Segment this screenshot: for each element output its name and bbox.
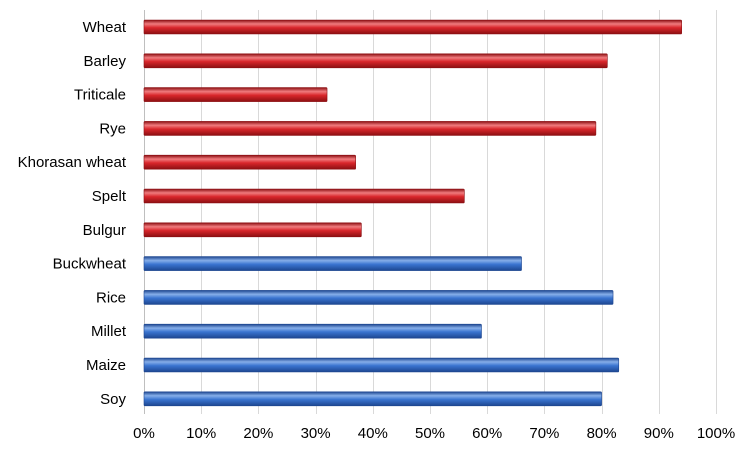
x-axis-tick-labels: 0% 10% 20% 30% 40% 50% 60% 70% 80% 90% 100%	[133, 425, 735, 442]
category-label: Millet	[91, 323, 127, 340]
category-label: Triticale	[74, 87, 126, 104]
x-tick-label: 80%	[587, 425, 617, 442]
x-tick-label: 0%	[133, 425, 155, 442]
x-tick-label: 50%	[415, 425, 445, 442]
category-label: Wheat	[83, 19, 127, 36]
x-tick-label: 90%	[644, 425, 674, 442]
category-label: Spelt	[92, 188, 127, 205]
x-tick-label: 20%	[243, 425, 273, 442]
bar-bulgur	[143, 222, 362, 238]
bar-triticale	[143, 87, 328, 102]
x-tick-label: 30%	[301, 425, 331, 442]
category-label: Khorasan wheat	[18, 154, 127, 171]
grid-lines	[144, 10, 717, 414]
bar-spelt	[143, 188, 465, 204]
bar-wheat	[143, 19, 682, 35]
x-tick-label: 100%	[697, 425, 735, 442]
bar-maize	[143, 357, 620, 373]
category-label: Bulgur	[83, 222, 126, 239]
x-tick-label: 70%	[529, 425, 559, 442]
x-tick-label: 60%	[472, 425, 502, 442]
category-label: Rye	[99, 120, 126, 137]
x-tick-label: 40%	[358, 425, 388, 442]
category-label: Buckwheat	[53, 256, 127, 273]
category-label: Barley	[83, 53, 126, 70]
bars	[143, 19, 682, 407]
category-label: Maize	[86, 357, 126, 374]
bar-khorasan-wheat	[143, 154, 356, 170]
bar-soy	[143, 391, 602, 407]
bar-millet	[143, 323, 482, 339]
category-label: Rice	[96, 289, 126, 306]
bar-rye	[143, 121, 597, 136]
category-labels: Wheat Barley Triticale Rye Khorasan wheat Spe…	[18, 19, 127, 408]
x-tick-label: 10%	[186, 425, 216, 442]
bar-barley	[143, 53, 608, 69]
bar-buckwheat	[143, 256, 522, 271]
category-label: Soy	[100, 391, 126, 408]
bar-rice	[143, 290, 614, 305]
